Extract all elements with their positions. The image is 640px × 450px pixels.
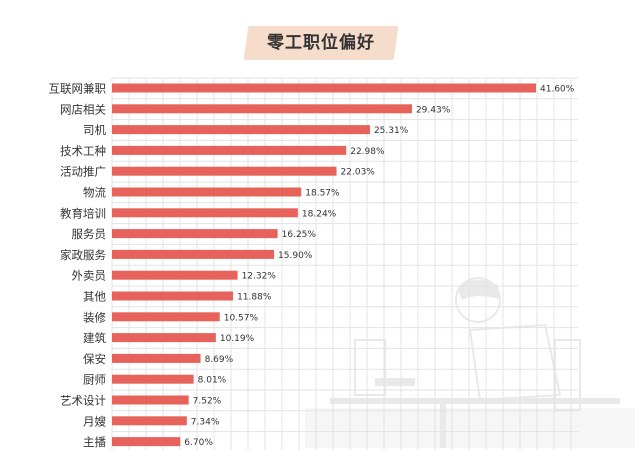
value-label: 8.01% <box>198 376 227 386</box>
value-label: 10.19% <box>220 334 255 344</box>
desk-leg-shape <box>440 404 446 448</box>
category-label: 建筑 <box>83 331 106 345</box>
bar <box>112 187 302 197</box>
category-label: 家政服务 <box>60 248 106 262</box>
category-label: 网店相关 <box>60 102 106 116</box>
value-label: 18.24% <box>302 209 337 219</box>
monitor-shape <box>354 339 386 396</box>
bar <box>112 312 220 322</box>
bar <box>112 270 238 280</box>
value-label: 18.57% <box>305 189 340 199</box>
body-shape <box>468 323 562 402</box>
category-label: 其他 <box>83 290 106 304</box>
chart-grid <box>111 77 578 450</box>
bar <box>112 208 298 218</box>
value-label: 25.31% <box>374 126 409 136</box>
value-label: 10.57% <box>224 313 259 323</box>
value-label: 22.98% <box>350 147 385 157</box>
bar <box>112 83 536 93</box>
category-label: 技术工种 <box>60 144 106 158</box>
bar <box>112 166 337 176</box>
bar <box>112 291 234 301</box>
category-label: 外卖员 <box>72 269 107 283</box>
category-label: 厨师 <box>83 373 106 387</box>
category-label: 司机 <box>83 123 106 137</box>
bar <box>112 416 187 426</box>
bar <box>112 333 216 343</box>
value-label: 22.03% <box>341 168 376 178</box>
value-label: 12.32% <box>242 272 277 282</box>
value-label: 6.70% <box>184 438 213 448</box>
category-label: 教育培训 <box>60 206 106 220</box>
category-label: 服务员 <box>72 227 107 241</box>
value-label: 11.88% <box>237 293 272 303</box>
value-label: 16.25% <box>282 230 317 240</box>
bar <box>112 437 181 447</box>
category-label: 主播 <box>83 435 106 449</box>
bar <box>112 353 201 363</box>
chair-shape <box>554 339 581 411</box>
chart-title: 零工职位偏好 <box>267 33 375 53</box>
value-label: 7.52% <box>193 397 222 407</box>
bar <box>112 229 278 239</box>
bar <box>112 374 194 384</box>
bar <box>112 145 347 155</box>
desk-top-shape <box>330 398 620 404</box>
desk-shadow <box>305 408 635 448</box>
bar <box>112 104 412 114</box>
value-label: 8.69% <box>205 355 234 365</box>
bar <box>112 125 370 135</box>
category-label: 互联网兼职 <box>49 82 107 96</box>
worker-illustration <box>305 277 635 448</box>
chart-title-box: 零工职位偏好 <box>243 26 399 60</box>
bar <box>112 395 189 405</box>
category-label: 活动推广 <box>60 165 106 179</box>
category-label: 装修 <box>83 310 106 324</box>
chart-bars: 互联网兼职 41.60% 网店相关 29.43% 司机 25.31% 技术工种 22.98% 活… <box>49 82 575 450</box>
keyboard-shape <box>375 378 415 386</box>
value-label: 15.90% <box>278 251 313 261</box>
category-label: 艺术设计 <box>60 394 106 408</box>
category-label: 保安 <box>83 352 106 366</box>
value-label: 7.34% <box>191 417 220 427</box>
bar <box>112 249 275 259</box>
category-label: 月嫂 <box>83 414 106 428</box>
value-label: 29.43% <box>416 105 451 115</box>
category-label: 物流 <box>83 186 106 200</box>
value-label: 41.60% <box>540 85 575 95</box>
